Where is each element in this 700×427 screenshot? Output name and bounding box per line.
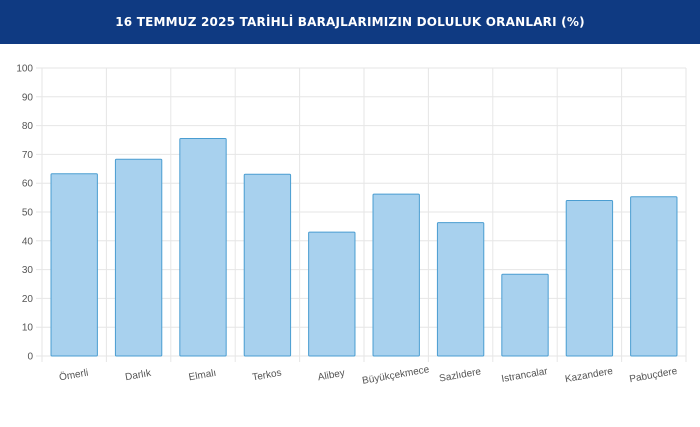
x-category-label: Elmalı <box>188 368 217 384</box>
y-tick-label: 100 <box>16 64 33 75</box>
y-tick-label: 30 <box>22 265 34 276</box>
bar-terkos <box>243 173 292 357</box>
bar-pabuçdere <box>630 196 678 357</box>
bar-kazandere <box>565 199 614 357</box>
y-tick-label: 40 <box>22 236 34 247</box>
x-axis-labels: Ömerli Darlık Elmalı Terkos Alibey Büyükçekme… <box>58 364 678 387</box>
bar-istrancalar <box>501 273 549 357</box>
x-category-label: Darlık <box>124 368 153 384</box>
bars <box>50 138 678 357</box>
bar-ömerli <box>50 173 98 357</box>
bar-chart: 0 10 20 30 40 50 60 70 80 90 100 Ömerli Darlık Elmal… <box>16 64 687 387</box>
bar-alibey <box>308 231 356 357</box>
chart-title: 16 TEMMUZ 2025 TARİHLİ BARAJLARIMIZIN DO… <box>115 15 585 29</box>
x-category-label: Kazandere <box>564 366 614 385</box>
x-category-label: Ömerli <box>58 367 89 384</box>
y-tick-label: 90 <box>22 92 34 103</box>
y-tick-label: 20 <box>22 294 34 305</box>
bar-sazlıdere <box>436 222 485 357</box>
bar-elmalı <box>179 138 227 357</box>
bar-darlık <box>114 158 163 357</box>
y-axis-ticks: 0 10 20 30 40 50 60 70 80 90 100 <box>16 64 33 363</box>
y-tick-label: 80 <box>22 121 34 132</box>
y-tick-label: 70 <box>22 150 34 161</box>
x-category-label: Alibey <box>317 368 346 384</box>
x-category-label: Istrancalar <box>501 366 550 385</box>
y-tick-label: 50 <box>22 208 34 219</box>
x-category-label: Sazlıdere <box>438 366 482 384</box>
chart-header: 16 TEMMUZ 2025 TARİHLİ BARAJLARIMIZIN DO… <box>0 0 700 44</box>
x-category-label: Büyükçekmece <box>361 364 430 387</box>
bar-büyükçekmece <box>372 193 420 357</box>
x-category-label: Pabuçdere <box>629 366 679 385</box>
y-tick-label: 0 <box>27 352 33 363</box>
y-tick-label: 10 <box>22 323 34 334</box>
x-category-label: Terkos <box>252 368 283 384</box>
y-tick-label: 60 <box>22 179 34 190</box>
